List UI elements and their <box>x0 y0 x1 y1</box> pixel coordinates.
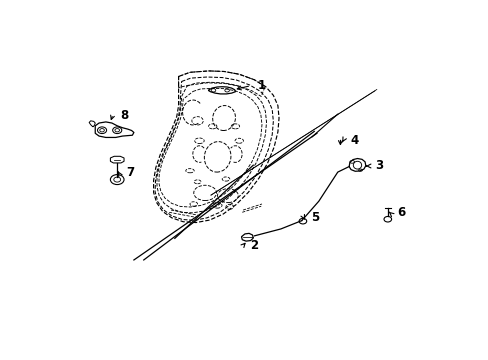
Text: 3: 3 <box>375 159 383 172</box>
Text: 2: 2 <box>250 239 258 252</box>
Text: 5: 5 <box>311 211 319 224</box>
Text: 6: 6 <box>397 206 405 219</box>
Text: 7: 7 <box>126 166 134 179</box>
Text: 8: 8 <box>120 109 128 122</box>
Text: 1: 1 <box>257 80 265 93</box>
Text: 4: 4 <box>350 134 358 147</box>
